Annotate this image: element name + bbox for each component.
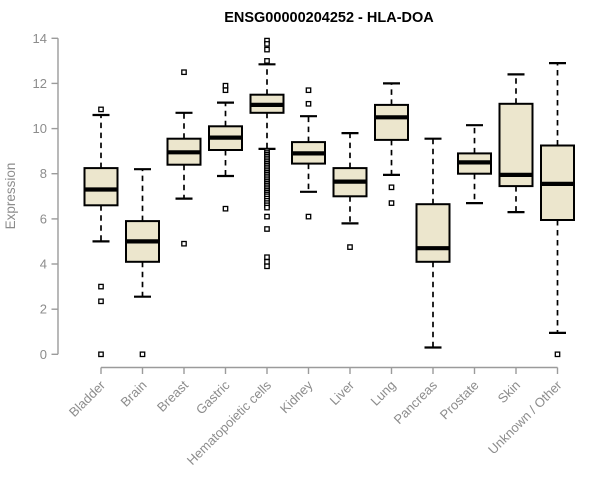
outlier-point-hematopoietic-cells — [264, 258, 270, 265]
box-pancreas — [415, 203, 451, 263]
x-tick-label: Brain — [118, 378, 150, 410]
outlier-point-kidney — [305, 213, 312, 220]
outlier-point-bladder — [98, 283, 104, 290]
x-tick-label: Skin — [495, 378, 523, 406]
outlier-point-breast — [181, 69, 187, 76]
outlier-point-brain — [139, 351, 146, 358]
x-tick-label: Bladder — [66, 377, 109, 420]
outlier-point-hematopoietic-cells — [264, 204, 270, 211]
outlier-point-hematopoietic-cells — [264, 213, 270, 220]
y-tick-label: 4 — [40, 257, 47, 272]
y-tick-label: 0 — [40, 347, 47, 362]
outlier-point-gastric — [222, 82, 229, 89]
outlier-point-hematopoietic-cells — [264, 226, 270, 232]
outlier-point-gastric — [222, 205, 229, 212]
outlier-point-kidney — [305, 87, 312, 94]
x-tick-label: Prostate — [437, 378, 482, 423]
x-tick-label: Gastric — [193, 377, 233, 417]
outlier-point-bladder — [98, 298, 104, 305]
outlier-point-unknown-other — [554, 351, 561, 358]
outlier-point-liver — [347, 244, 353, 250]
outlier-point-hematopoietic-cells — [264, 58, 270, 64]
x-tick-label: Liver — [327, 377, 358, 408]
x-tick-label: Pancreas — [391, 377, 441, 427]
box-lung — [374, 103, 409, 141]
outlier-point-hematopoietic-cells — [264, 46, 270, 53]
outlier-point-breast — [181, 240, 187, 247]
y-tick-label: 2 — [40, 302, 47, 317]
outlier-point-kidney — [305, 100, 312, 107]
box-skin — [498, 102, 534, 188]
outlier-point-lung — [388, 184, 395, 191]
outlier-point-bladder — [98, 106, 104, 113]
chart-title: ENSG00000204252 - HLA-DOA — [224, 10, 434, 26]
x-tick-label: Lung — [368, 378, 399, 409]
y-tick-label: 8 — [40, 166, 47, 181]
y-axis-label: Expression — [3, 163, 18, 230]
outlier-point-hematopoietic-cells — [264, 41, 270, 47]
outlier-point-hematopoietic-cells — [264, 254, 270, 261]
y-tick-label: 10 — [33, 121, 47, 136]
y-tick-label: 12 — [33, 76, 47, 91]
outlier-point-hematopoietic-cells — [264, 263, 270, 270]
x-tick-label: Kidney — [277, 377, 316, 416]
box-bladder — [83, 167, 119, 207]
outlier-point-bladder — [98, 351, 104, 358]
outlier-point-lung — [388, 200, 395, 206]
x-tick-label: Unknown / Other — [485, 377, 565, 457]
y-tick-label: 14 — [33, 31, 47, 46]
outlier-point-gastric — [222, 87, 229, 94]
y-tick-label: 6 — [40, 211, 47, 226]
x-tick-label: Breast — [154, 377, 191, 414]
